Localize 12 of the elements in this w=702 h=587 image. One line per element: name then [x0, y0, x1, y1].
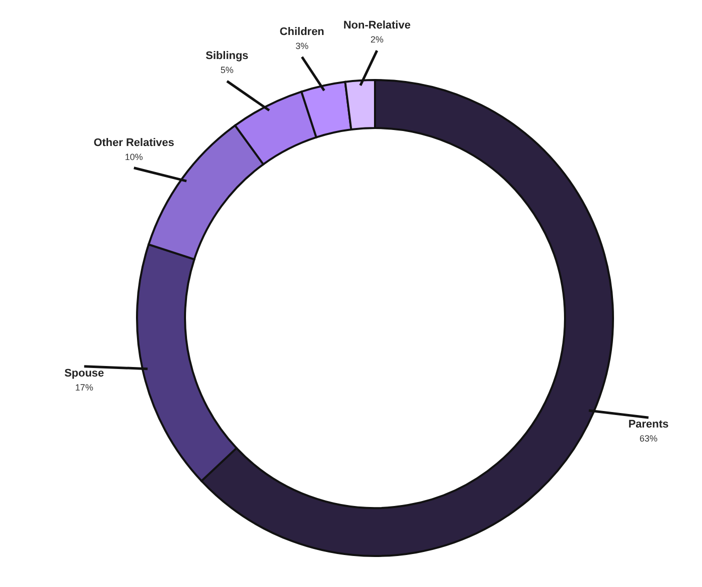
slice-label: Parents — [628, 418, 669, 431]
data-label: 63% — [639, 434, 658, 444]
data-label: 17% — [75, 382, 94, 392]
data-label: 5% — [220, 65, 234, 76]
data-label: 3% — [295, 40, 308, 51]
data-label: 10% — [124, 152, 143, 162]
slice-label: Spouse — [64, 367, 104, 380]
slice-label: Siblings — [206, 50, 248, 62]
data-label: 2% — [370, 34, 384, 45]
slice-label: Non-Relative — [343, 20, 411, 32]
slice-label: Children — [280, 26, 325, 38]
slice-label: Other Relatives — [94, 136, 174, 149]
